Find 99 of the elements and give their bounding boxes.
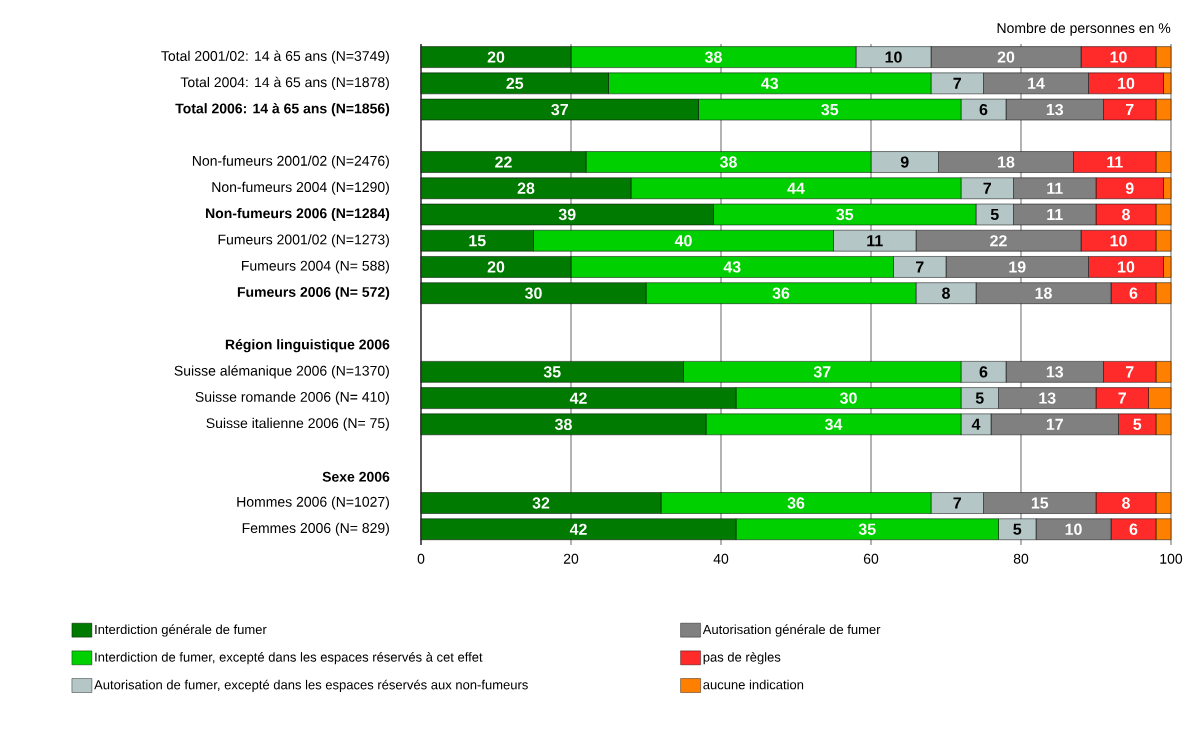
data-label: 18 bbox=[998, 156, 1015, 168]
x-tick-label: 40 bbox=[713, 553, 729, 564]
y-tick-label: Total 2004: 14 à 65 ans (N=1878) bbox=[180, 76, 389, 90]
data-label: 38 bbox=[719, 156, 737, 168]
data-label: 20 bbox=[997, 51, 1015, 63]
data-label: 19 bbox=[1009, 261, 1026, 273]
legend-label: Interdiction générale de fumer bbox=[95, 624, 267, 637]
data-label: 30 bbox=[839, 392, 857, 404]
data-label: 15 bbox=[469, 235, 486, 247]
y-tick-label: Fumeurs 2004 (N= 588) bbox=[242, 260, 389, 274]
y-tick-label: Hommes 2006 (N=1027) bbox=[237, 496, 389, 510]
data-label: 6 bbox=[1129, 287, 1138, 299]
data-label: 34 bbox=[824, 418, 843, 430]
data-label: 11 bbox=[1107, 156, 1123, 168]
data-label: 5 bbox=[975, 392, 984, 404]
y-tick-label: Total 2001/02: 14 à 65 ans (N=3749) bbox=[161, 50, 389, 64]
data-label: 6 bbox=[1129, 523, 1138, 535]
data-label: 17 bbox=[1046, 418, 1063, 430]
legend-label: Autorisation de fumer, excepté dans les espaces réservés aux non-fumeurs bbox=[94, 679, 528, 692]
y-tick-label: Non-fumeurs 2004 (N=1290) bbox=[212, 181, 389, 195]
data-label: 13 bbox=[1046, 103, 1064, 116]
data-label: 10 bbox=[1118, 77, 1135, 90]
data-label: 13 bbox=[1046, 366, 1064, 378]
legend-label: Autorisation générale de fumer bbox=[702, 624, 881, 637]
y-tick-label: Total 2006: 14 à 65 ans (N=1856) bbox=[175, 102, 390, 117]
data-label: 42 bbox=[569, 523, 587, 535]
data-label: 43 bbox=[761, 77, 779, 90]
data-label: 7 bbox=[1125, 366, 1134, 378]
data-label: 35 bbox=[543, 366, 561, 378]
data-label: 5 bbox=[990, 208, 999, 221]
data-label: 7 bbox=[915, 261, 924, 273]
data-label: 22 bbox=[495, 156, 512, 168]
data-label: 36 bbox=[787, 497, 805, 509]
legend-label: pas de règles bbox=[703, 652, 781, 665]
data-label: 14 bbox=[1028, 77, 1045, 89]
data-label: 11 bbox=[1047, 208, 1063, 220]
data-label: 22 bbox=[990, 235, 1007, 247]
data-label: 13 bbox=[1039, 392, 1056, 404]
y-tick-label: Fumeurs 2001/02 (N=1273) bbox=[218, 234, 389, 248]
data-label: 4 bbox=[971, 418, 981, 430]
data-label: 38 bbox=[704, 51, 722, 63]
data-label: 35 bbox=[821, 103, 839, 116]
data-label: 9 bbox=[900, 156, 909, 168]
data-label: 11 bbox=[1047, 182, 1063, 194]
data-label: 37 bbox=[551, 103, 568, 116]
data-label: 5 bbox=[1133, 418, 1142, 430]
data-label: 8 bbox=[1122, 497, 1130, 509]
data-label: 10 bbox=[1110, 51, 1127, 63]
data-label: 35 bbox=[858, 523, 876, 535]
data-label: 44 bbox=[787, 182, 805, 194]
data-label: 6 bbox=[979, 103, 988, 116]
data-label: 9 bbox=[1125, 182, 1134, 194]
data-label: 35 bbox=[836, 208, 854, 221]
data-label: 7 bbox=[953, 77, 961, 89]
data-label: 28 bbox=[517, 182, 535, 194]
x-tick-label: 80 bbox=[1013, 553, 1029, 564]
y-tick-label: Femmes 2006 (N= 829) bbox=[242, 522, 389, 536]
data-label: 10 bbox=[885, 51, 902, 63]
data-label: 11 bbox=[867, 235, 883, 247]
data-label: 18 bbox=[1035, 287, 1052, 299]
legend-label: aucune indication bbox=[703, 679, 804, 690]
x-tick-label: 0 bbox=[417, 553, 425, 564]
data-label: 10 bbox=[1118, 261, 1135, 273]
y-tick-label: Fumeurs 2006 (N= 572) bbox=[237, 286, 390, 300]
data-label: 6 bbox=[979, 366, 988, 378]
data-label: 32 bbox=[532, 497, 550, 509]
data-label: 30 bbox=[524, 287, 542, 299]
data-label: 7 bbox=[1125, 104, 1134, 116]
data-label: 10 bbox=[1110, 235, 1127, 247]
data-label: 7 bbox=[1118, 392, 1126, 404]
data-label: 36 bbox=[772, 287, 790, 299]
data-label: 38 bbox=[554, 418, 572, 430]
data-label: 5 bbox=[1013, 523, 1022, 535]
chart-title: Nombre de personnes en % bbox=[997, 22, 1171, 36]
data-label: 7 bbox=[953, 497, 961, 509]
data-label: 15 bbox=[1031, 497, 1049, 509]
data-label: 37 bbox=[813, 366, 831, 378]
legend-label: Interdiction de fumer, excepté dans les espaces réservés à cet effet bbox=[95, 652, 483, 665]
y-tick-label: Sexe 2006 bbox=[322, 471, 390, 482]
data-label: 20 bbox=[487, 51, 505, 63]
data-label: 20 bbox=[487, 261, 505, 273]
y-tick-label: Région linguistique 2006 bbox=[225, 339, 390, 353]
y-tick-label: Suisse romande 2006 (N= 410) bbox=[195, 391, 389, 405]
y-tick-label: Non-fumeurs 2001/02 (N=2476) bbox=[192, 155, 389, 169]
data-label: 8 bbox=[942, 287, 950, 299]
x-tick-label: 60 bbox=[863, 553, 879, 564]
data-label: 40 bbox=[674, 235, 692, 247]
data-label: 42 bbox=[569, 392, 587, 404]
data-label: 39 bbox=[558, 208, 576, 221]
data-label: 43 bbox=[723, 261, 741, 273]
data-label: 7 bbox=[983, 182, 991, 194]
data-label: 10 bbox=[1065, 523, 1082, 535]
x-tick-label: 20 bbox=[563, 553, 579, 564]
y-tick-label: Suisse italienne 2006 (N= 75) bbox=[206, 417, 389, 431]
y-tick-label: Non-fumeurs 2006 (N=1284) bbox=[206, 207, 390, 222]
data-label: 8 bbox=[1122, 208, 1130, 221]
data-label: 25 bbox=[506, 77, 524, 90]
y-tick-label: Suisse alémanique 2006 (N=1370) bbox=[174, 365, 389, 379]
x-tick-label: 100 bbox=[1160, 553, 1183, 564]
